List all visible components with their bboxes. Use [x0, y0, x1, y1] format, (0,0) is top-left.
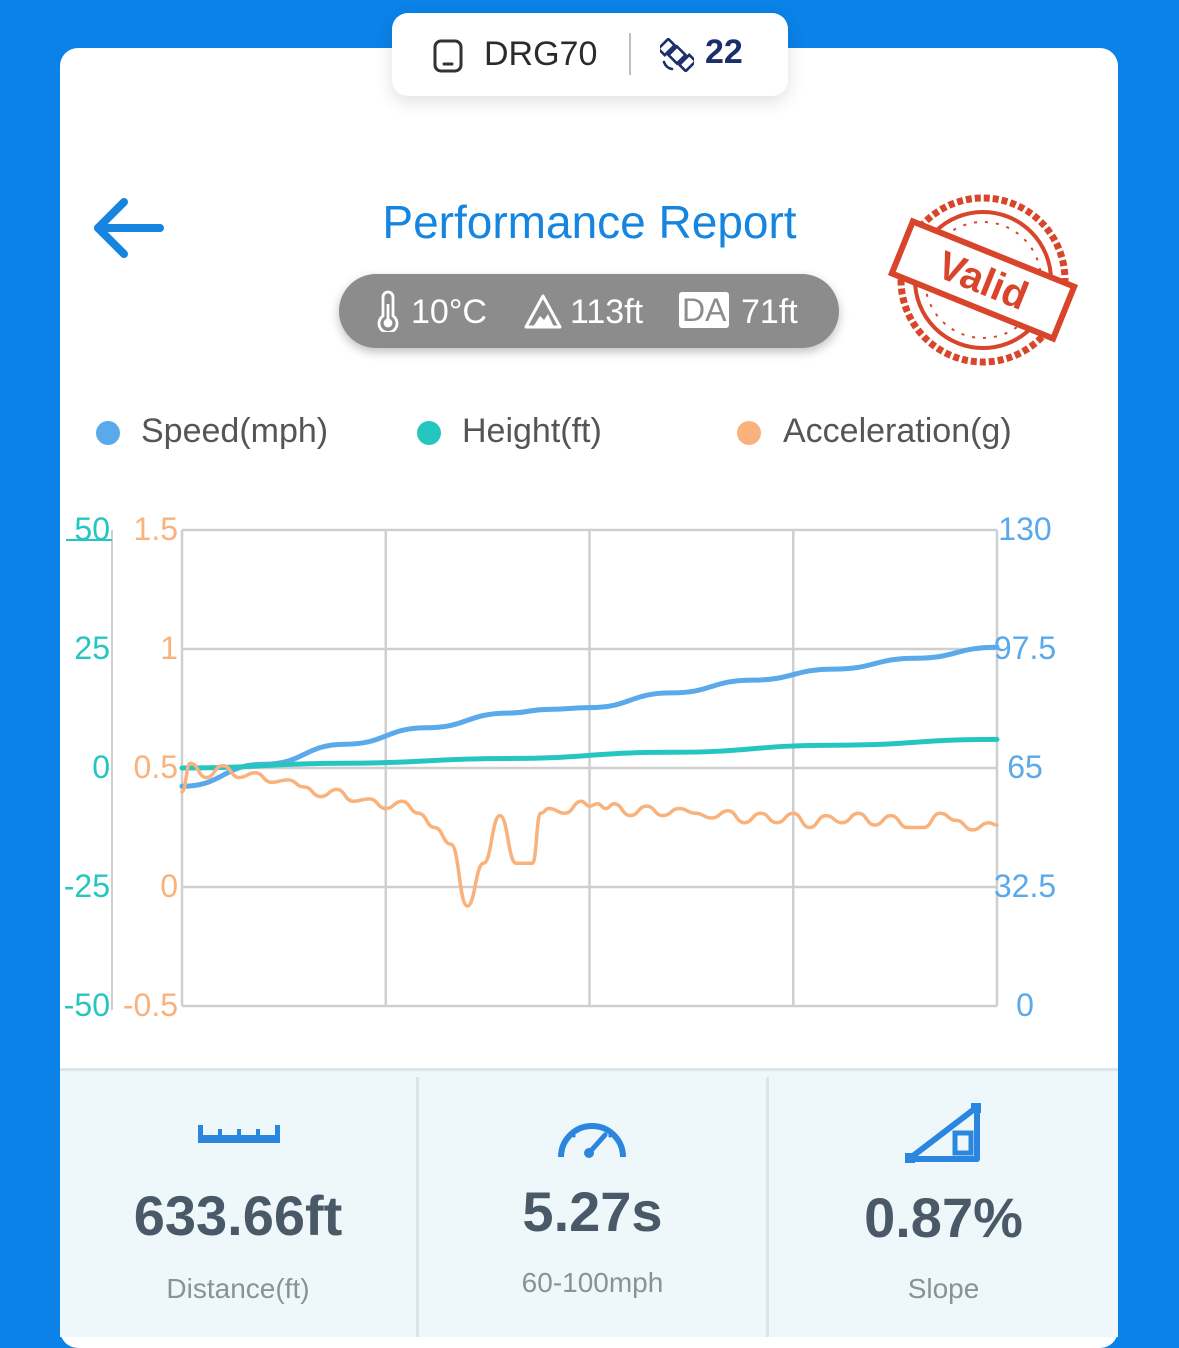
slope-label: Slope [907, 1273, 980, 1304]
speed-tick-label: 130 [998, 511, 1051, 547]
distance-label: Distance(ft) [166, 1273, 310, 1304]
conditions-pill: 10°C 113ft DA 71ft [339, 274, 839, 348]
speed-tick-label: 0 [1016, 987, 1034, 1023]
height-series-line [179, 736, 1000, 771]
legend-label-speed: Speed(mph) [141, 412, 329, 450]
height-tick-label: 50 [74, 511, 110, 547]
thermometer-icon [377, 290, 399, 332]
satellite-count: 22 [705, 33, 743, 71]
stat-time: 5.27s 60-100mph [419, 1071, 766, 1337]
speed-tick-label: 97.5 [994, 630, 1056, 666]
slope-icon [905, 1103, 981, 1163]
acceleration-tick-label: 0 [160, 868, 178, 904]
device-name: DRG70 [484, 35, 598, 73]
stat-distance: 633.66ft Distance(ft) [60, 1071, 416, 1337]
legend-dot-acceleration [737, 421, 761, 445]
legend-label-acceleration: Acceleration(g) [783, 412, 1012, 450]
stat-divider [416, 1077, 419, 1337]
height-tick-label: 25 [74, 630, 110, 666]
time-value: 5.27s [522, 1180, 663, 1243]
stat-slope: 0.87% Slope [769, 1071, 1118, 1337]
da-badge: DA [679, 292, 730, 328]
acceleration-tick-label: 0.5 [134, 749, 178, 785]
mountain-icon [524, 294, 562, 329]
stats-panel: 633.66ft Distance(ft) 5.27s 60-100mph 0.… [60, 1068, 1118, 1337]
height-tick-label: -50 [64, 987, 110, 1023]
pill-divider [629, 33, 631, 75]
temperature-value: 10°C [411, 293, 487, 331]
phone-icon [433, 39, 463, 73]
speed-tick-label: 32.5 [994, 868, 1056, 904]
distance-value: 633.66ft [133, 1184, 343, 1247]
height-tick-label: 0 [92, 749, 110, 785]
legend-dot-height [417, 421, 441, 445]
speed-series-line [179, 644, 1000, 789]
altitude-value: 113ft [570, 293, 644, 331]
time-label: 60-100mph [521, 1267, 664, 1298]
performance-chart: 50 25 0 -25 -50 1.5 1 0.5 0 -0.5 130 97.5 65 32.5 0 [64, 511, 1056, 1023]
device-pill[interactable]: DRG70 22 [392, 13, 788, 96]
legend-label-height: Height(ft) [462, 412, 602, 450]
acceleration-tick-label: 1.5 [134, 511, 178, 547]
acceleration-tick-label: -0.5 [123, 987, 178, 1023]
page-title: Performance Report [382, 196, 797, 248]
valid-stamp: Valid [888, 194, 1078, 366]
legend-dot-speed [96, 421, 120, 445]
density-altitude-value: 71ft [741, 293, 798, 331]
speedometer-icon [558, 1123, 626, 1158]
acceleration-series-line [180, 761, 999, 908]
satellite-icon [660, 38, 694, 72]
acceleration-tick-label: 1 [160, 630, 178, 666]
stat-divider [766, 1077, 769, 1337]
arrow-left-icon[interactable] [90, 196, 166, 260]
slope-value: 0.87% [864, 1186, 1023, 1249]
ruler-icon [198, 1125, 280, 1143]
height-tick-label: -25 [64, 868, 110, 904]
speed-tick-label: 65 [1007, 749, 1043, 785]
